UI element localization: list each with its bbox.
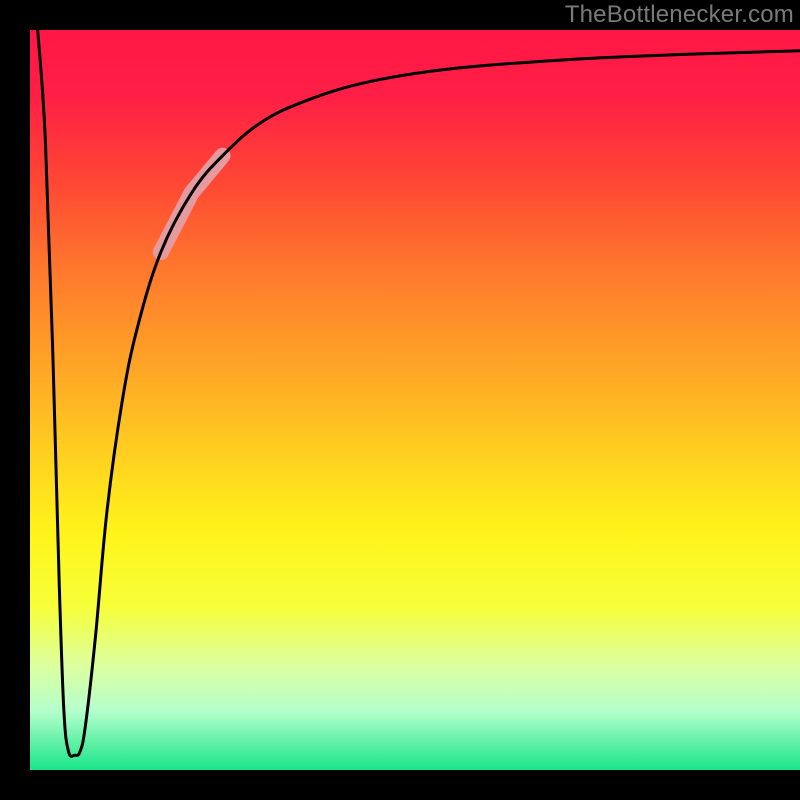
watermark-text: TheBottlenecker.com — [565, 1, 794, 29]
chart-stage: TheBottlenecker.com — [0, 0, 800, 800]
bottleneck-chart — [0, 0, 800, 800]
plot-background — [30, 30, 800, 770]
